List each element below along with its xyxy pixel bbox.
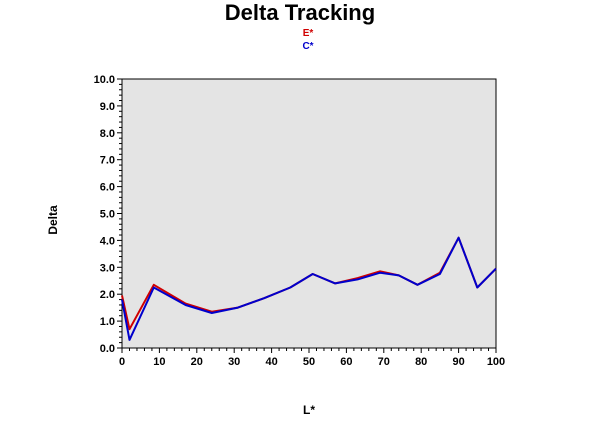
x-tick-label: 40 [265,356,277,368]
legend-entry-e: E* [302,28,314,39]
legend-entry-c: C* [302,41,314,52]
y-tick-label: 9.0 [100,101,115,113]
y-tick-label: 7.0 [100,155,115,167]
x-tick-label: 20 [191,356,203,368]
x-tick-label: 70 [378,356,390,368]
x-tick-label: 10 [153,356,165,368]
x-tick-label: 60 [340,356,352,368]
x-tick-label: 90 [452,356,464,368]
plot-area [121,78,497,349]
x-tick-label: 50 [303,356,315,368]
y-tick-label: 1.0 [100,316,115,328]
y-tick-label: 8.0 [100,128,115,140]
chart-title: Delta Tracking [224,0,376,25]
x-axis-label: L* [303,403,315,417]
y-tick-label: 0.0 [100,343,115,355]
x-tick-label: 30 [228,356,240,368]
y-tick-label: 6.0 [100,182,115,194]
y-tick-label: 2.0 [100,289,115,301]
series-line-c [121,236,497,341]
y-tick-label: 4.0 [100,235,115,247]
x-tick-label: 0 [119,356,125,368]
y-tick-label: 5.0 [100,209,115,221]
x-tick-label: 80 [415,356,427,368]
y-tick-label: 10.0 [94,74,115,86]
x-tick-label: 100 [487,356,505,368]
y-tick-label: 3.0 [100,262,115,274]
